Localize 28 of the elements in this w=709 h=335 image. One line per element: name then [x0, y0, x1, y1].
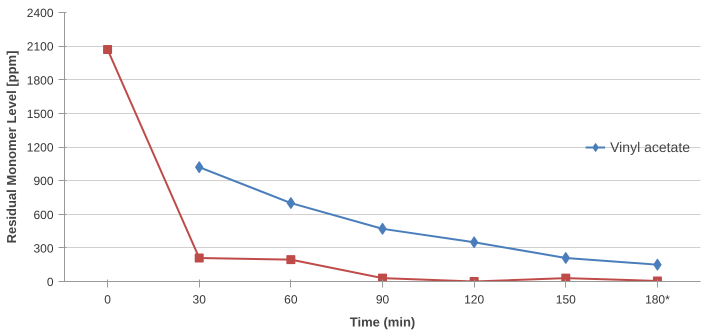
point — [470, 236, 478, 248]
y-tick-label: 300 — [33, 241, 54, 256]
point — [286, 197, 296, 210]
x-tick-label: 150 — [556, 292, 576, 306]
y-tick-label: 2100 — [26, 40, 54, 54]
y-tick-label: 2400 — [26, 6, 54, 20]
x-tick-label: 180* — [645, 292, 670, 306]
y-tick-label: 1200 — [26, 140, 54, 154]
y-tick-label: 600 — [33, 208, 54, 222]
point — [378, 274, 387, 282]
point — [194, 253, 204, 262]
legend-label: Vinyl acetate — [610, 138, 690, 154]
point — [286, 255, 296, 264]
point — [561, 274, 570, 282]
x-tick-label: 0 — [104, 292, 112, 306]
y-tick-label: 1800 — [26, 73, 54, 88]
y-tick-label: 0 — [46, 275, 54, 289]
x-tick-label: 90 — [376, 292, 390, 306]
y-tick-label: 900 — [33, 174, 54, 188]
x-tick-label: 30 — [192, 292, 206, 306]
point — [103, 44, 112, 54]
y-tick-label: 1500 — [26, 106, 54, 121]
x-axis-title: Time (min) — [350, 314, 416, 330]
x-tick-label: 120 — [464, 292, 484, 306]
point — [378, 222, 387, 235]
x-tick-label: 60 — [284, 292, 298, 306]
y-axis-title: Residual Monomer Level [ppm] — [4, 50, 19, 244]
point — [653, 258, 662, 271]
